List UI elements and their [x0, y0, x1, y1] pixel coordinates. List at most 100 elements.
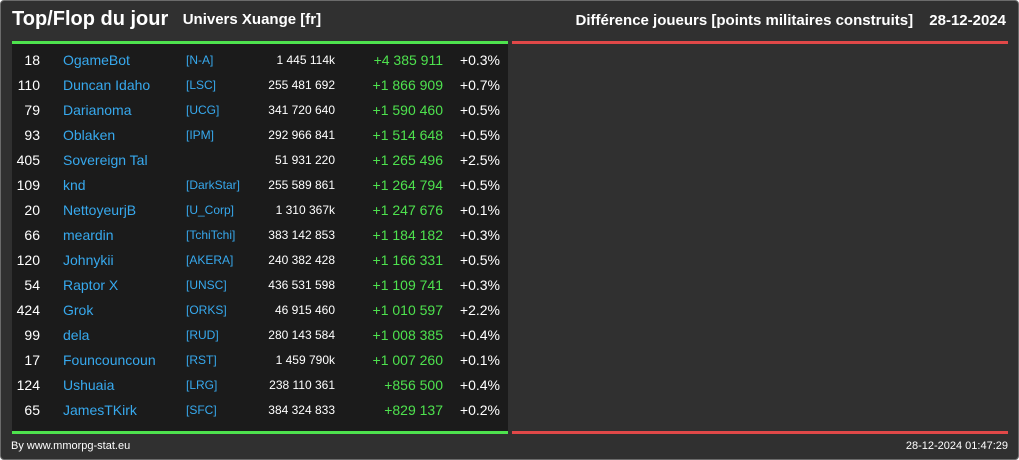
points-cell: 46 915 460 [274, 303, 335, 317]
percent-cell: +0.5% [459, 127, 500, 143]
diff-cell: +1 514 648 [372, 127, 443, 143]
diff-cell: +1 010 597 [372, 302, 443, 318]
alliance-tag-link[interactable]: [SFC] [186, 403, 217, 417]
player-name-link[interactable]: Duncan Idaho [63, 77, 151, 93]
percent-cell: +0.2% [459, 402, 500, 418]
player-name-link[interactable]: Grok [63, 302, 94, 318]
player-name-link[interactable]: meardin [63, 227, 114, 243]
player-name-link[interactable]: dela [63, 327, 90, 343]
player-name-link[interactable]: OgameBot [63, 52, 130, 68]
percent-cell: +2.5% [459, 152, 500, 168]
points-cell: 280 143 584 [268, 328, 335, 342]
player-name-link[interactable]: Johnykii [63, 252, 114, 268]
percent-cell: +0.3% [459, 52, 500, 68]
footer-credit[interactable]: By www.mmorpg-stat.eu [11, 440, 131, 452]
player-name-link[interactable]: Founcouncoun [63, 352, 156, 368]
diff-cell: +1 166 331 [372, 252, 443, 268]
table-row: 18 OgameBot [N-A] 1 445 114k +4 385 911 +0.3% [12, 48, 508, 73]
table-row: 17 Founcouncoun [RST] 1 459 790k +1 007 260 +… [12, 348, 508, 373]
points-cell: 1 310 367k [275, 203, 335, 217]
alliance-tag-link[interactable]: [LSC] [186, 78, 217, 92]
rank-cell: 79 [24, 102, 40, 118]
diff-cell: +1 247 676 [372, 202, 443, 218]
points-cell: 238 110 361 [269, 378, 335, 392]
table-row: 124 Ushuaia [LRG] 238 110 361 +856 500 +0.4% [12, 373, 508, 398]
rank-cell: 17 [24, 352, 40, 368]
diff-cell: +1 007 260 [372, 352, 443, 368]
rank-cell: 110 [17, 77, 40, 93]
flop-accent-bar-bottom [512, 431, 1008, 434]
percent-cell: +0.5% [459, 177, 500, 193]
player-name-link[interactable]: NettoyeurjB [63, 202, 137, 218]
diff-cell: +1 590 460 [372, 102, 443, 118]
points-cell: 51 931 220 [274, 153, 335, 167]
points-cell: 383 142 853 [268, 228, 335, 242]
rank-cell: 424 [16, 302, 40, 318]
percent-cell: +0.5% [459, 102, 500, 118]
points-cell: 240 382 428 [268, 253, 335, 267]
percent-cell: +0.4% [459, 377, 500, 393]
alliance-tag-link[interactable]: [DarkStar] [186, 178, 241, 192]
percent-cell: +0.7% [459, 77, 500, 93]
table-row: 66 meardin [TchiTchi] 383 142 853 +1 184 182… [12, 223, 508, 248]
universe-label: Univers Xuange [fr] [182, 11, 322, 28]
table-row: 120 Johnykii [AKERA] 240 382 428 +1 166 331 +… [12, 248, 508, 273]
rank-cell: 109 [16, 177, 40, 193]
alliance-tag-link[interactable]: [ORKS] [186, 303, 227, 317]
player-name-link[interactable]: Oblaken [63, 127, 116, 143]
table-row: 79 Darianoma [UCG] 341 720 640 +1 590 460 +0.… [12, 98, 508, 123]
percent-cell: +2.2% [459, 302, 500, 318]
alliance-tag-link[interactable]: [N-A] [186, 53, 214, 67]
rank-cell: 99 [24, 327, 40, 343]
rank-cell: 66 [24, 227, 40, 243]
player-name-link[interactable]: Sovereign Tal [63, 152, 148, 168]
alliance-tag-link[interactable]: [UCG] [186, 103, 220, 117]
alliance-tag-link[interactable]: [UNSC] [186, 278, 227, 292]
rank-cell: 54 [24, 277, 40, 293]
player-name-link[interactable]: Darianoma [63, 102, 132, 118]
points-cell: 292 966 841 [268, 128, 335, 142]
diff-cell: +1 008 385 [372, 327, 443, 343]
alliance-tag-link[interactable]: [RUD] [186, 328, 219, 342]
alliance-tag-link[interactable]: [TchiTchi] [186, 228, 236, 242]
points-cell: 384 324 833 [268, 403, 335, 417]
player-name-link[interactable]: JamesTKirk [63, 402, 137, 418]
points-cell: 255 481 692 [268, 78, 335, 92]
points-cell: 341 720 640 [268, 103, 335, 117]
table-row: 424 Grok [ORKS] 46 915 460 +1 010 597 +2.2% [12, 298, 508, 323]
table-row: 109 knd [DarkStar] 255 589 861 +1 264 794 +0.… [12, 173, 508, 198]
diff-cell: +856 500 [384, 377, 443, 393]
player-name-link[interactable]: Raptor X [63, 277, 119, 293]
rank-cell: 405 [16, 152, 40, 168]
diff-cell: +1 184 182 [372, 227, 443, 243]
rank-cell: 65 [24, 402, 40, 418]
diff-cell: +1 866 909 [372, 77, 443, 93]
percent-cell: +0.3% [459, 227, 500, 243]
diff-cell: +1 264 794 [372, 177, 443, 193]
diff-cell: +1 109 741 [372, 277, 443, 293]
alliance-tag-link[interactable]: [U_Corp] [186, 203, 235, 217]
player-name-link[interactable]: knd [63, 177, 86, 193]
header-right: Différence joueurs [points militaires co… [576, 12, 1006, 29]
points-cell: 436 531 598 [268, 278, 335, 292]
points-cell: 255 589 861 [268, 178, 335, 192]
rank-cell: 93 [24, 127, 40, 143]
alliance-tag-link[interactable]: [LRG] [186, 378, 218, 392]
percent-cell: +0.4% [459, 327, 500, 343]
percent-cell: +0.3% [459, 277, 500, 293]
flop-accent-bar [512, 41, 1008, 44]
alliance-tag-link[interactable]: [AKERA] [186, 253, 234, 267]
table-row: 20 NettoyeurjB [U_Corp] 1 310 367k +1 247 67… [12, 198, 508, 223]
rank-cell: 18 [24, 52, 40, 68]
alliance-tag-link[interactable]: [RST] [186, 353, 217, 367]
header-date: 28-12-2024 [929, 12, 1006, 29]
rank-cell: 124 [16, 377, 40, 393]
alliance-tag-link[interactable]: [IPM] [186, 128, 215, 142]
table-row: 54 Raptor X [UNSC] 436 531 598 +1 109 741 +0.… [12, 273, 508, 298]
percent-cell: +0.1% [459, 352, 500, 368]
top-list: 18 OgameBot [N-A] 1 445 114k +4 385 911 +0.3%… [12, 48, 508, 423]
widget-title: Top/Flop du jour [12, 8, 169, 30]
table-row: 93 Oblaken [IPM] 292 966 841 +1 514 648 +0.5% [12, 123, 508, 148]
player-name-link[interactable]: Ushuaia [63, 377, 115, 393]
